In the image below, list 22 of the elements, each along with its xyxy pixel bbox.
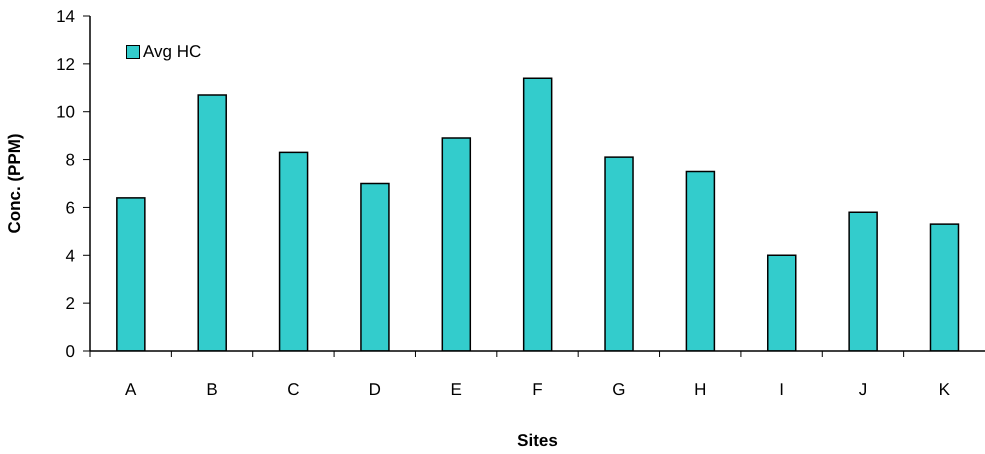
y-tick-label: 8: [66, 150, 75, 170]
y-tick-label: 14: [56, 7, 75, 26]
x-tick-label: A: [125, 380, 138, 399]
x-tick-label: G: [612, 380, 626, 399]
y-tick-label: 12: [56, 54, 75, 74]
x-tick-label: E: [450, 380, 462, 399]
x-tick-label: B: [206, 380, 218, 399]
x-tick-label: F: [532, 380, 543, 399]
x-tick-label: H: [694, 380, 706, 399]
y-tick-label: 2: [66, 294, 75, 314]
x-tick-label: K: [938, 380, 951, 399]
y-tick-label: 0: [66, 342, 75, 362]
x-tick-label: I: [779, 380, 784, 399]
y-tick-label: 4: [66, 246, 75, 266]
x-tick-label: D: [368, 380, 381, 399]
x-axis-title: Sites: [517, 431, 558, 450]
x-tick-label: J: [858, 380, 868, 399]
y-axis-title: Conc. (PPM): [5, 133, 24, 234]
y-tick-label: 10: [56, 102, 75, 122]
x-tick-label: C: [287, 380, 300, 399]
y-tick-label: 6: [66, 198, 75, 218]
legend-label: Avg HC: [143, 42, 202, 62]
